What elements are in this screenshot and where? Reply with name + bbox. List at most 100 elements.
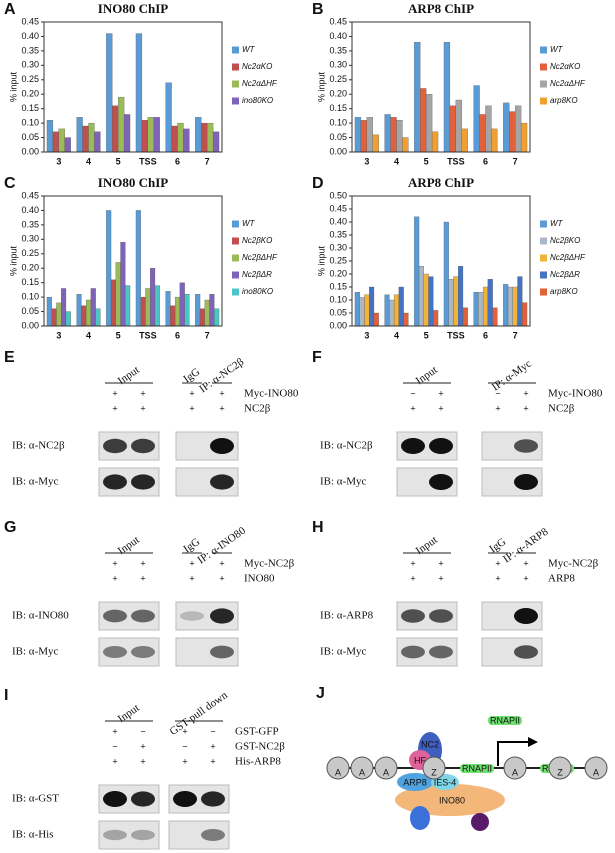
y-tick-label: 0.00 — [329, 320, 347, 330]
band — [103, 829, 127, 841]
band — [514, 608, 538, 624]
y-tick-label: 0.45 — [329, 16, 347, 26]
x-tick-label: 4 — [86, 156, 91, 166]
ib-label: IB: α-Myc — [320, 646, 367, 658]
group-header: IgG — [181, 366, 202, 386]
legend-swatch — [232, 97, 239, 105]
bar — [458, 266, 464, 327]
y-tick-label: 0.30 — [21, 234, 39, 244]
band — [514, 645, 538, 659]
legend-label: Nc2βKO — [242, 236, 272, 245]
legend-swatch — [540, 254, 547, 262]
row-label: Myc-NC2β — [244, 558, 295, 570]
x-tick-label: 5 — [424, 156, 429, 166]
bar — [369, 286, 375, 327]
bar — [85, 299, 92, 327]
legend-swatch — [540, 220, 547, 228]
bar — [64, 137, 71, 153]
bar — [61, 288, 67, 327]
sign: + — [182, 726, 187, 736]
band — [103, 791, 127, 807]
tss-arrow — [497, 741, 528, 766]
y-tick-label: 0.05 — [21, 306, 39, 316]
sign: − — [112, 741, 117, 751]
bar — [170, 305, 176, 327]
legend-swatch — [540, 46, 547, 54]
y-tick-label: 0.10 — [21, 117, 39, 127]
bar — [81, 305, 87, 327]
bar — [364, 294, 370, 327]
y-tick-label: 0.35 — [329, 45, 347, 55]
panel-letter: G — [4, 519, 16, 536]
blot-image — [98, 820, 160, 850]
legend-label: arp8KO — [550, 96, 578, 105]
chart-title: INO80 ChIP — [98, 1, 168, 16]
band — [173, 791, 197, 807]
legend-label: WT — [550, 45, 564, 54]
legend-label: Nc2βΔR — [550, 270, 580, 279]
band — [131, 791, 155, 807]
ib-label: IB: α-GST — [12, 793, 59, 805]
bar — [359, 297, 365, 327]
band — [514, 474, 538, 490]
histone-label: A — [359, 767, 365, 777]
nucleosome — [374, 756, 398, 780]
plot-frame — [351, 195, 531, 327]
bar — [46, 296, 52, 327]
row-label: His-ARP8 — [235, 756, 281, 768]
bar — [491, 128, 498, 153]
bar — [88, 122, 95, 153]
x-tick-label: 3 — [56, 330, 61, 340]
row-label: Myc-INO80 — [548, 388, 603, 400]
bar — [448, 279, 454, 327]
x-tick-label: 5 — [424, 330, 429, 340]
sign: + — [495, 573, 500, 583]
bar — [418, 266, 424, 327]
y-tick-label: 0.05 — [21, 132, 39, 142]
bar — [453, 276, 459, 327]
row-label: NC2β — [244, 403, 271, 415]
y-tick-label: 0.20 — [329, 268, 347, 278]
bar — [135, 33, 143, 153]
subunit — [410, 806, 430, 830]
x-tick-label: 3 — [56, 156, 61, 166]
y-tick-label: 0.30 — [329, 242, 347, 252]
sign: + — [182, 756, 187, 766]
bar — [354, 117, 362, 153]
bar — [479, 114, 486, 153]
bar — [51, 308, 57, 327]
bar — [183, 128, 190, 153]
rnapii-label: RNAPII — [462, 763, 492, 773]
legend-label: WT — [550, 219, 564, 228]
y-tick-label: 0.10 — [329, 294, 347, 304]
nucleosome — [548, 756, 572, 780]
bar — [482, 286, 489, 327]
bar — [423, 273, 429, 327]
y-tick-label: 0.00 — [21, 146, 39, 156]
ib-label: IB: α-Myc — [12, 646, 59, 658]
bar — [95, 308, 101, 327]
nucleosome — [584, 756, 608, 780]
sign: + — [112, 573, 117, 583]
legend-swatch — [232, 254, 239, 262]
sign: + — [219, 403, 224, 413]
sign: + — [140, 403, 145, 413]
bar — [396, 120, 403, 153]
sign: − — [410, 388, 415, 398]
ib-label: IB: α-His — [12, 829, 54, 841]
row-label: ARP8 — [548, 573, 575, 585]
legend-label: Nc2αΔHF — [242, 79, 278, 88]
histone-label: A — [383, 767, 389, 777]
nucleosome — [326, 756, 350, 780]
bar — [455, 99, 462, 153]
plot-frame — [43, 21, 223, 153]
legend-label: Nc2βKO — [550, 236, 580, 245]
legend-swatch — [232, 237, 239, 245]
y-tick-label: 0.00 — [21, 320, 39, 330]
chart-title: ARP8 ChIP — [408, 1, 474, 16]
band — [401, 438, 425, 454]
bar — [123, 114, 131, 153]
bar — [478, 292, 484, 327]
sign: + — [495, 558, 500, 568]
sign: + — [438, 388, 443, 398]
